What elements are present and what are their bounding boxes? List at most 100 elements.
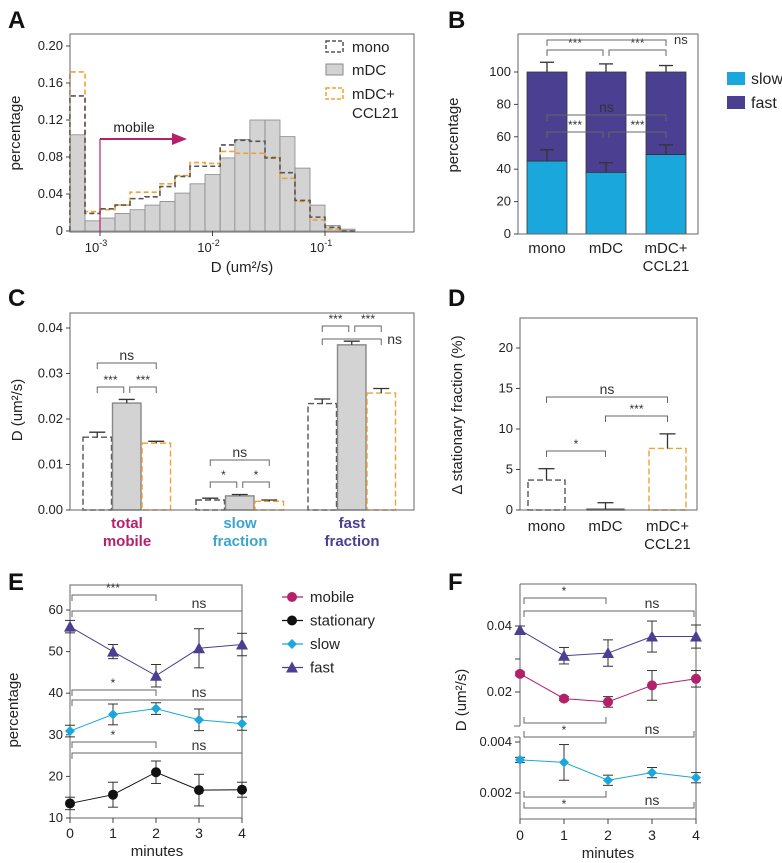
significance-bracket: [523, 717, 607, 724]
histogram-bar-mDC: [339, 228, 356, 232]
panel-e-xtick-label: 1: [109, 825, 117, 841]
significance-bracket: [523, 610, 695, 617]
significance-bracket-label: ns: [232, 444, 247, 460]
significance-bracket-label: ns: [119, 347, 134, 363]
panel-b-category-label: mDC+: [645, 240, 688, 257]
legend-label-stationary: stationary: [310, 613, 376, 630]
data-point-fast: [514, 623, 526, 635]
legend-marker-slow-icon: [287, 639, 297, 649]
panel-e-ytick-label: 50: [49, 644, 63, 659]
panel-a-xtick-label: 10-1: [310, 238, 332, 255]
panel-e-xtick-label: 4: [238, 825, 246, 841]
significance-bracket: [546, 114, 667, 121]
significance-bracket: [546, 396, 668, 403]
data-point-fast: [236, 638, 248, 650]
legend-label-mDC: mDC: [352, 62, 386, 79]
stacked-bar-slow: [526, 160, 568, 235]
legend-label-mobile: mobile: [310, 589, 354, 606]
panel-d-category-label: mDC: [588, 518, 622, 535]
data-point-stationary: [237, 784, 247, 795]
data-point-slow: [237, 718, 247, 729]
panel-c-category-label: mobile: [103, 533, 151, 550]
panel-a-xtick-label: 10-3: [85, 238, 107, 255]
significance-bracket: [523, 791, 607, 798]
legend-marker-fast-icon: [286, 661, 298, 673]
significance-bracket: [96, 386, 125, 393]
significance-bracket-label: ns: [645, 721, 660, 737]
significance-bracket: [354, 325, 382, 332]
data-point-slow: [691, 772, 701, 783]
significance-bracket-label: *: [562, 797, 567, 811]
legend-swatch-mono: [325, 40, 344, 53]
data-point-fast: [646, 630, 658, 642]
histogram-bar-mDC: [114, 213, 131, 232]
significance-bracket: [71, 594, 157, 601]
panel-c-ytick-label: 0.01: [38, 457, 63, 472]
histogram-bar-mDC: [69, 134, 86, 232]
significance-bracket-label: ns: [645, 792, 660, 808]
data-point-fast: [64, 620, 76, 632]
panel-d-ytick-label: 10: [499, 421, 513, 436]
bar-mono: [527, 479, 566, 511]
panel-d-ylabel: Δ stationary fraction (%): [449, 335, 466, 494]
panel-e-xtick-label: 3: [195, 825, 203, 841]
panel-c-category-label: fast: [339, 515, 366, 532]
panel-f-ylabel: D (um²/s): [453, 669, 470, 732]
panel-e-xlabel: minutes: [131, 843, 184, 860]
panel-c-ytick-label: 0.03: [38, 366, 63, 381]
panel-d-ytick-label: 5: [506, 462, 513, 477]
panel-c-ytick-label: 0.02: [38, 411, 63, 426]
panel-c-category-label: fraction: [324, 533, 379, 550]
panel-a-xlabel: D (um²/s): [211, 259, 274, 276]
legend-marker-mobile-icon: [287, 592, 297, 602]
histogram-bar-mDC: [84, 220, 101, 232]
panel-b-frame: [517, 33, 699, 235]
panel-a-ytick-label: 0.08: [38, 149, 63, 164]
panel-e-ytick-label: 40: [49, 685, 63, 700]
panel-f-xtick-label: 3: [648, 827, 656, 843]
panel-a-ylabel: percentage: [7, 95, 24, 170]
significance-bracket: [209, 459, 270, 466]
xtick-exponent: -1: [324, 238, 332, 248]
bar-mDC-CCL21: [254, 500, 285, 511]
bar-mono: [307, 402, 338, 511]
significance-bracket: [242, 481, 270, 488]
significance-bracket-label: ns: [645, 595, 660, 611]
stacked-bar-slow: [585, 172, 627, 235]
significance-bracket: [546, 39, 667, 46]
histogram-bar-mDC: [249, 119, 266, 232]
significance-bracket: [321, 338, 382, 345]
data-point-fast: [558, 649, 570, 661]
histogram-step-mono: [69, 95, 356, 232]
significance-bracket-label: ***: [136, 373, 150, 387]
panel-b-category-label: mDC: [589, 240, 623, 257]
significance-bracket: [546, 450, 606, 457]
significance-bracket: [71, 689, 157, 696]
xtick-exponent: -2: [212, 238, 220, 248]
significance-bracket-label: ns: [599, 99, 614, 115]
significance-bracket: [523, 731, 695, 738]
significance-bracket: [71, 741, 157, 748]
panel-b-ylabel: percentage: [445, 97, 462, 172]
mobile-annotation: mobile: [113, 119, 154, 135]
bar-mDC-CCL21: [141, 442, 172, 511]
panel-f-xtick-label: 1: [560, 827, 568, 843]
panel-b-category-label: CCL21: [643, 258, 690, 275]
significance-bracket-label: ***: [103, 373, 117, 387]
panel-e-ytick-label: 60: [49, 602, 63, 617]
panel-f-xtick-label: 4: [692, 827, 700, 843]
panel-d-category-label: mDC+: [646, 518, 689, 535]
panel-c-ytick-label: 0.04: [38, 320, 63, 335]
histogram-bar-mDC: [159, 200, 176, 232]
panel-c-category-label: total: [111, 515, 143, 532]
panel-a-xtick-label: 10-2: [197, 238, 219, 255]
panel-b-category-label: mono: [528, 240, 566, 257]
panel-label-E: E: [8, 569, 24, 596]
significance-bracket-label: *: [111, 676, 116, 690]
panel-d-ytick-label: 15: [499, 381, 513, 396]
significance-bracket-label: ***: [106, 581, 120, 595]
panel-label-C: C: [8, 285, 25, 312]
xtick-base: 10: [197, 240, 211, 255]
significance-bracket: [129, 386, 157, 393]
significance-bracket: [546, 131, 604, 138]
